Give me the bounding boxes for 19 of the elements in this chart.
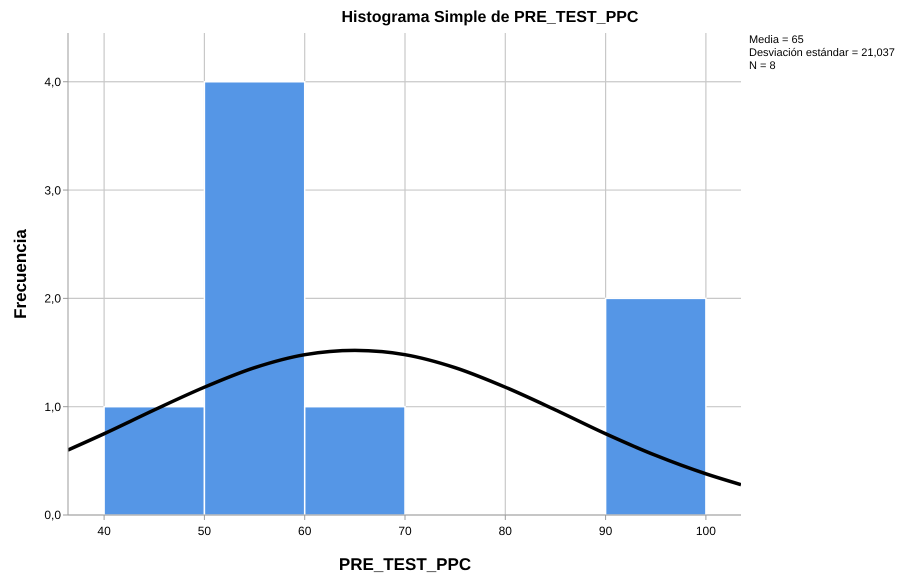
y-axis-title: Frecuencia [11,228,30,319]
y-tick-label: 0,0 [44,508,62,522]
text: Media = 65 [749,34,804,46]
y-tick-label: 2,0 [44,292,62,306]
x-tick-label: 90 [598,524,613,538]
y-tick-label: 3,0 [44,183,62,198]
x-tick-label: 100 [696,524,716,538]
x-tick-label: 70 [398,524,412,538]
line-series [68,348,741,486]
x-tick-label: 60 [298,524,312,538]
x-tick-label: 80 [498,524,512,538]
y-tick-label: 4,0 [44,74,62,89]
y-tick-label: 1,0 [44,400,62,414]
x-axis-title: PRE_TEST_PPC [338,555,472,574]
x-tick-label: 50 [198,524,212,538]
text: Desviación estándar = 21,037 [749,47,895,59]
x-tick-label: 40 [97,524,112,538]
text: N = 8 [749,60,776,72]
chart-title: Histograma Simple de PRE_TEST_PPC [342,9,639,26]
